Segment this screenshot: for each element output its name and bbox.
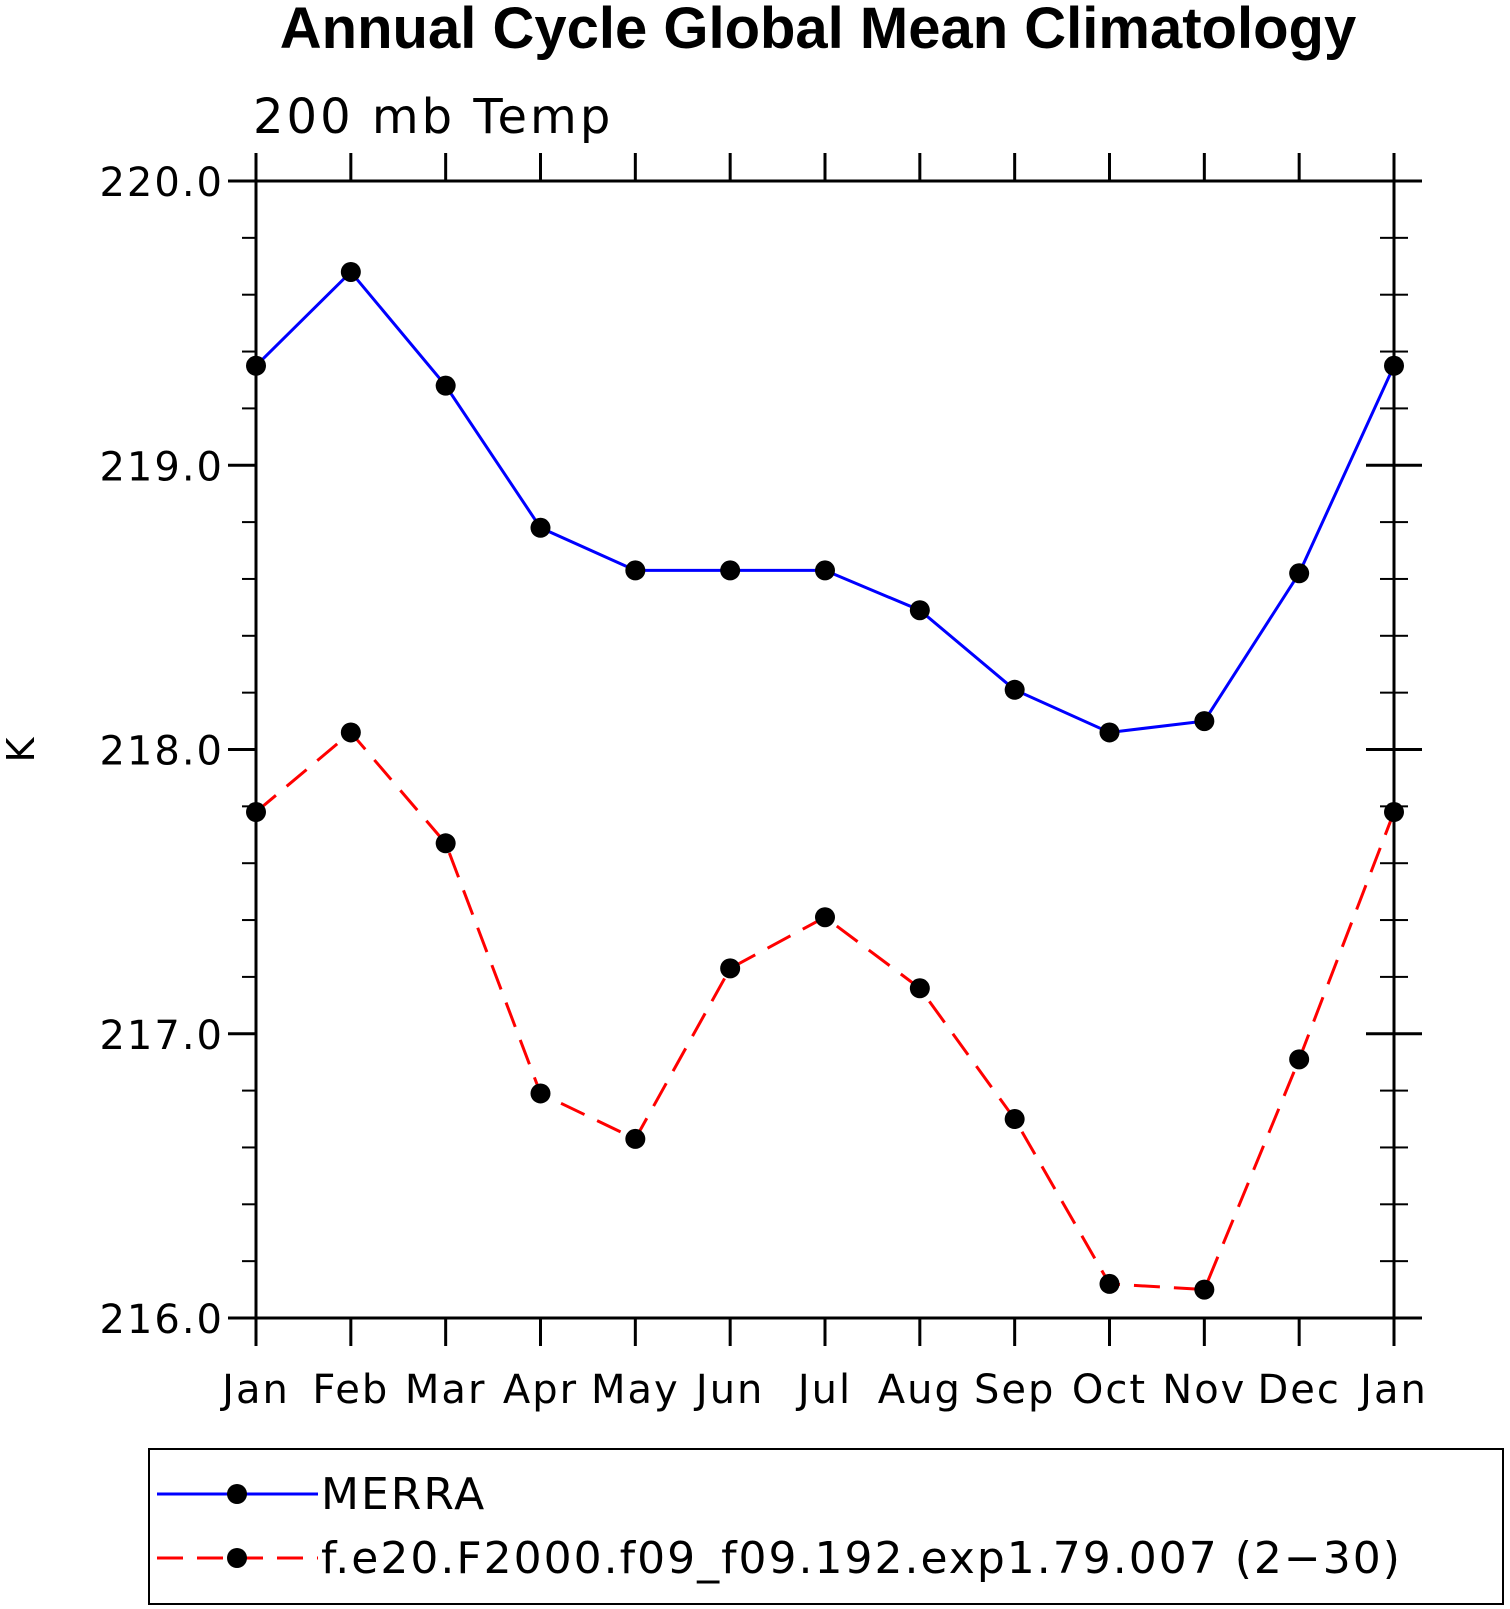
series-2-point xyxy=(1289,1049,1310,1070)
x-tick-label: Jan xyxy=(219,1367,290,1413)
x-tick-label: Jun xyxy=(693,1367,765,1413)
x-tick-label: May xyxy=(591,1367,680,1413)
x-tick-label: Aug xyxy=(878,1367,962,1413)
series-1-point xyxy=(340,261,361,282)
series-line-2 xyxy=(255,730,1396,1292)
series-layer xyxy=(246,261,1404,1300)
series-1-point xyxy=(246,355,266,376)
series-1-point xyxy=(815,560,835,581)
x-tick-label: Apr xyxy=(503,1367,578,1413)
series-2-point xyxy=(435,833,456,854)
y-axis-label: K xyxy=(0,736,43,762)
series-1-point xyxy=(1194,711,1215,732)
y-tick-label: 219.0 xyxy=(99,444,224,490)
series-2-point xyxy=(720,958,741,979)
series-1-point xyxy=(435,375,456,396)
series-2-point xyxy=(1099,1273,1120,1294)
legend-marker-2 xyxy=(227,1548,247,1568)
series-1-point xyxy=(1384,355,1404,376)
series-2-point xyxy=(530,1083,551,1104)
legend-box xyxy=(148,1448,1504,1605)
x-tick-label: Jan xyxy=(1357,1367,1428,1413)
x-tick-label: Feb xyxy=(312,1367,389,1413)
x-tick-label: Mar xyxy=(405,1367,486,1413)
series-1-point xyxy=(720,560,741,581)
series-2-point xyxy=(340,722,361,743)
legend-label-2: f.e20.F2000.f09_f09.192.exp1.79.007 (2−3… xyxy=(321,1533,1402,1584)
y-tick-label: 218.0 xyxy=(99,729,224,775)
series-2-point xyxy=(1194,1279,1215,1300)
series-1-point xyxy=(1004,679,1025,700)
legend-label-1: MERRA xyxy=(321,1469,486,1520)
y-tick-label: 217.0 xyxy=(99,1013,224,1059)
legend-marker-1 xyxy=(227,1484,247,1504)
series-2-point xyxy=(625,1128,646,1149)
chart-subtitle: 200 mb Temp xyxy=(253,89,613,145)
x-tick-label: Dec xyxy=(1257,1367,1340,1413)
x-tick-label: Sep xyxy=(974,1367,1055,1413)
legend: MERRA f.e20.F2000.f09_f09.192.exp1.79.007… xyxy=(148,1448,1504,1605)
series-1-point xyxy=(1099,722,1120,743)
series-2-point xyxy=(1004,1109,1025,1130)
legend-entries: MERRA f.e20.F2000.f09_f09.192.exp1.79.007… xyxy=(157,1469,1402,1584)
series-2-point xyxy=(246,802,266,823)
series-2-point xyxy=(1384,802,1404,823)
axes: Jan Feb Mar Apr May Jun Jul Aug Sep Oct Nov Dec Jan 2… xyxy=(99,153,1428,1413)
series-line-1 xyxy=(254,269,1396,734)
x-tick-label: Jul xyxy=(795,1367,852,1413)
series-1-point xyxy=(909,600,930,621)
x-tick-label: Oct xyxy=(1072,1367,1147,1413)
x-tick-label: Nov xyxy=(1162,1367,1246,1413)
y-tick-label: 220.0 xyxy=(99,160,224,206)
chart-title: Annual Cycle Global Mean Climatology xyxy=(280,0,1356,61)
plot-frame xyxy=(254,179,1396,1320)
series-1-point xyxy=(1289,563,1310,584)
series-1-point xyxy=(625,560,646,581)
y-tick-label: 216.0 xyxy=(99,1297,224,1343)
series-1-point xyxy=(530,517,551,538)
series-2-point xyxy=(909,978,930,999)
series-2-point xyxy=(815,907,835,928)
